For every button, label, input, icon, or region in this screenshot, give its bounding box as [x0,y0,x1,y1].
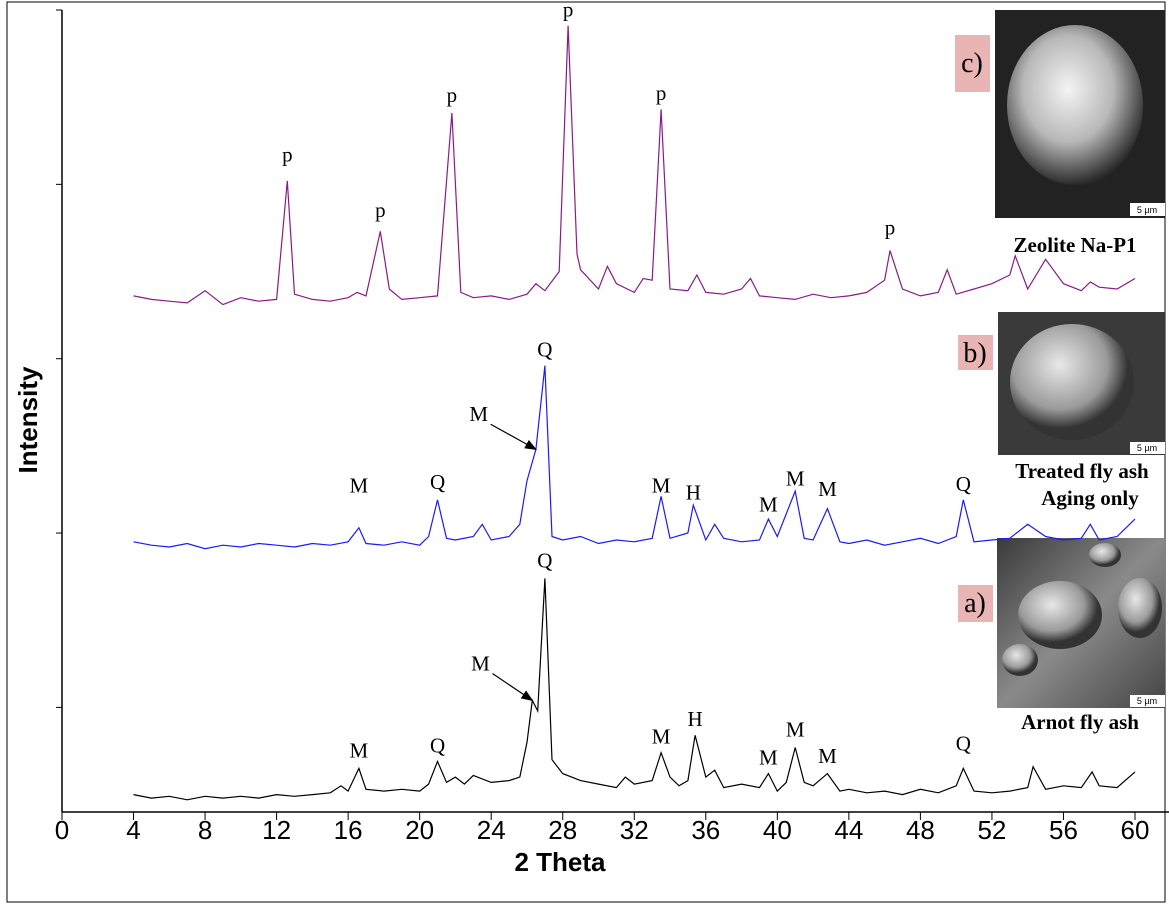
tag-box [955,35,990,92]
x-tick-label: 12 [262,815,291,845]
inset: b) 5 µm Treated fly ash Aging only [958,312,1165,510]
y-axis-label: Intensity [13,366,43,473]
scale-box [1130,695,1165,707]
xrd-line [133,25,1136,306]
peak-label: p [375,198,386,222]
x-tick-label: 4 [126,815,140,845]
sem-particle [1007,25,1143,185]
peak-label: M [759,493,778,517]
peak-label: H [686,480,701,504]
peak-arrow [490,423,537,450]
x-tick-label: 36 [691,815,720,845]
inset: a) 5 µm Arnot fly ash [958,538,1165,734]
peak-label: Q [956,472,971,496]
scale-label: 5 µm [1137,443,1157,453]
inset-caption: Aging only [1041,486,1139,510]
peak-label: p [447,83,458,107]
peak-label: M [652,474,671,498]
peak-label: Q [537,548,552,572]
peak-label: p [885,215,896,239]
x-tick-label: 52 [977,815,1006,845]
inset: c) 5 µm Zeolite Na-P1 [955,10,1165,257]
x-tick-label: 0 [55,815,69,845]
x-tick-label: 28 [548,815,577,845]
x-tick-label: 60 [1121,815,1150,845]
scale-label: 5 µm [1137,696,1157,706]
frame [6,1,1166,903]
peak-label: M [350,739,369,763]
peak-label: H [687,707,702,731]
sem-particle [1018,581,1102,649]
x-tick-label: 16 [334,815,363,845]
sem-particle [1089,543,1121,567]
peak-label: p [282,142,293,166]
inset-caption: Zeolite Na-P1 [1013,233,1136,257]
sem-particle [1010,324,1134,440]
peak-label: M [786,467,805,491]
x-tick-label: 24 [477,815,506,845]
sem-particle [1118,578,1162,638]
inset-caption: Treated fly ash [1015,459,1149,483]
peak-label: M [786,718,805,742]
inset-tag: a) [964,588,986,619]
inset-tag: b) [963,338,986,369]
scale-box [1130,442,1165,454]
peak-arrow [492,673,534,702]
peak-label: M [818,477,837,501]
tag-box [958,335,993,370]
inset-caption: Arnot fly ash [1021,710,1139,734]
peak-label: p [563,0,574,22]
x-tick-label: 56 [1049,815,1078,845]
inset-tag: c) [961,48,983,79]
xrd-line [133,365,1136,550]
x-tick-label: 44 [834,815,863,845]
x-tick-label: 48 [906,815,935,845]
peak-label: M [652,725,671,749]
x-tick-label: 8 [198,815,212,845]
peak-label: Q [430,470,445,494]
x-tick-label: 32 [620,815,649,845]
x-tick-label: 40 [763,815,792,845]
peak-label: M [350,474,369,498]
peak-label: M [469,402,488,426]
x-tick-label: 20 [405,815,434,845]
peak-label: Q [430,733,445,757]
peak-label: M [818,744,837,768]
sem-particle [1002,644,1038,676]
peak-label: p [656,81,667,105]
peak-label: M [471,651,490,675]
scale-label: 5 µm [1137,205,1157,215]
scale-box [1130,203,1165,216]
peak-label: Q [537,338,552,362]
peak-label: M [759,746,778,770]
peak-label: Q [956,732,971,756]
xrd-line [133,578,1136,801]
x-axis-label: 2 Theta [514,847,606,877]
tag-box [958,585,993,622]
